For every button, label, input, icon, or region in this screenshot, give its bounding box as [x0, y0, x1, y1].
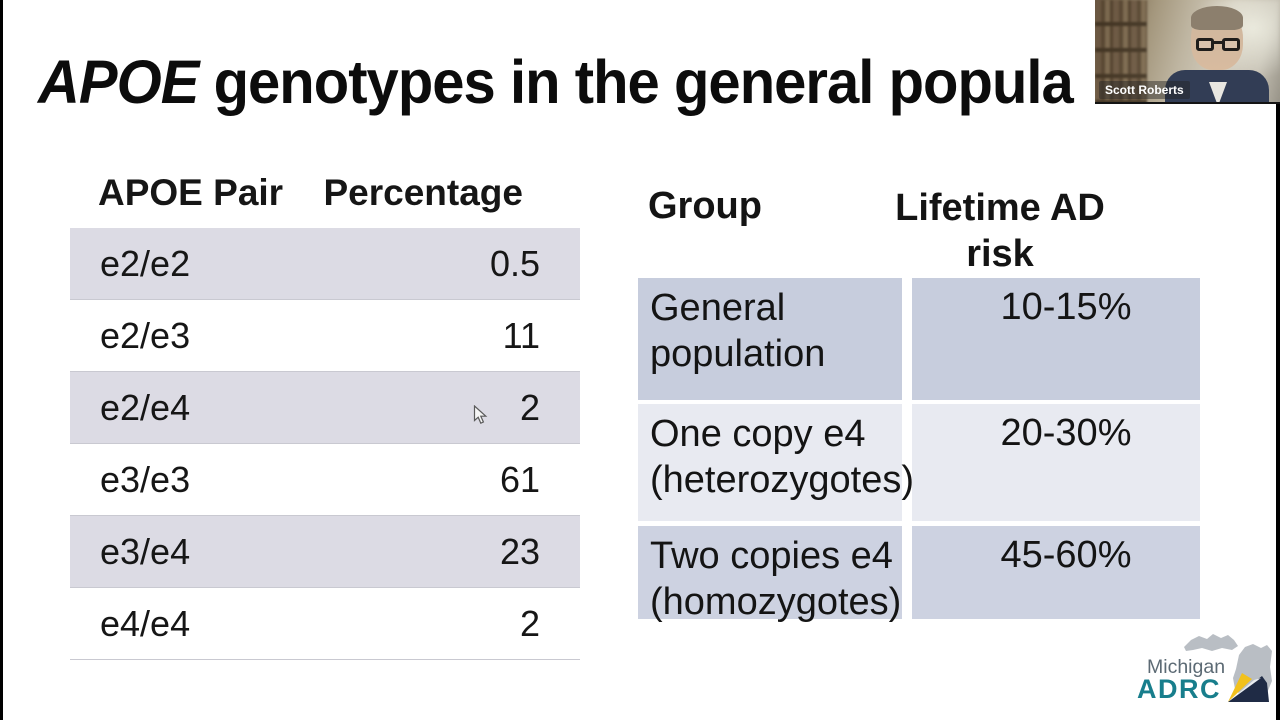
risk-value: 10-15%: [912, 278, 1200, 400]
table-row: e3/e4 23: [70, 516, 580, 588]
glasses-bridge: [1213, 41, 1223, 44]
risk-header-group: Group: [648, 185, 762, 227]
webcam-video: Scott Roberts: [1095, 0, 1280, 104]
risk-group: Two copies e4 (homozygotes): [638, 526, 902, 623]
risk-table-header: Group Lifetime AD risk: [638, 160, 1200, 278]
table-row: One copy e4 (heterozygotes) 20-30%: [638, 404, 1200, 521]
glasses-lens-left: [1196, 38, 1214, 51]
risk-table: Group Lifetime AD risk General populatio…: [638, 160, 1200, 623]
participant-name-label: Scott Roberts: [1099, 81, 1190, 99]
table-row: e4/e4 2: [70, 588, 580, 660]
table-row: e2/e3 11: [70, 300, 580, 372]
table-row: e2/e4 2: [70, 372, 580, 444]
michigan-adrc-logo: Michigan ADRC: [1136, 623, 1276, 718]
genotype-pair: e3/e4: [100, 531, 191, 572]
genotype-percentage: 23: [499, 531, 540, 572]
logo-text-michigan: Michigan: [1147, 656, 1225, 678]
logo-text-adrc: ADRC: [1137, 674, 1221, 704]
genotype-pair: e2/e2: [100, 243, 191, 284]
genotype-percentage: 0.5: [489, 243, 540, 284]
mouse-cursor-icon: [473, 404, 488, 431]
letterbox-right: [1276, 0, 1280, 720]
table-row: e2/e2 0.5: [70, 228, 580, 300]
logo-fan-icon: [1228, 673, 1269, 702]
slide-title-gene-name: APOE: [38, 48, 199, 116]
table-row: e3/e3 61: [70, 444, 580, 516]
genotype-pair: e4/e4: [100, 603, 191, 644]
genotype-percentage: 11: [502, 315, 540, 356]
genotype-percentage: 61: [499, 459, 540, 500]
risk-header-lifetime-risk: Lifetime AD risk: [895, 187, 1105, 276]
glasses-lens-right: [1222, 38, 1240, 51]
risk-group: One copy e4 (heterozygotes): [638, 404, 914, 521]
genotype-percentage: 2: [519, 387, 540, 428]
bookshelf: [1095, 0, 1147, 104]
speaker-glasses: [1196, 38, 1240, 52]
genotype-percentage: 2: [519, 603, 540, 644]
genotype-pair: e2/e3: [100, 315, 191, 356]
speaker-hair: [1191, 6, 1243, 30]
webcam-bottom-border: [1095, 102, 1280, 104]
genotype-pair: e2/e4: [100, 387, 191, 428]
genotype-header-pair: APOE Pair: [98, 172, 284, 213]
letterbox-left: [0, 0, 3, 720]
risk-group: General population: [638, 278, 902, 400]
genotype-header-percentage: Percentage: [323, 172, 524, 213]
genotype-table-header: APOE Pair Percentage: [70, 164, 580, 228]
risk-value: 20-30%: [912, 404, 1200, 521]
table-row: General population 10-15%: [638, 278, 1200, 400]
table-row: Two copies e4 (homozygotes) 45-60%: [638, 526, 1200, 623]
genotype-table: APOE Pair Percentage e2/e2 0.5 e2/e3 11 …: [70, 164, 580, 660]
risk-value: 45-60%: [912, 526, 1200, 619]
slide-title-rest: genotypes in the general popula: [198, 48, 1074, 116]
slide-title: APOE genotypes in the general popula: [38, 47, 1074, 117]
genotype-pair: e3/e3: [100, 459, 191, 500]
